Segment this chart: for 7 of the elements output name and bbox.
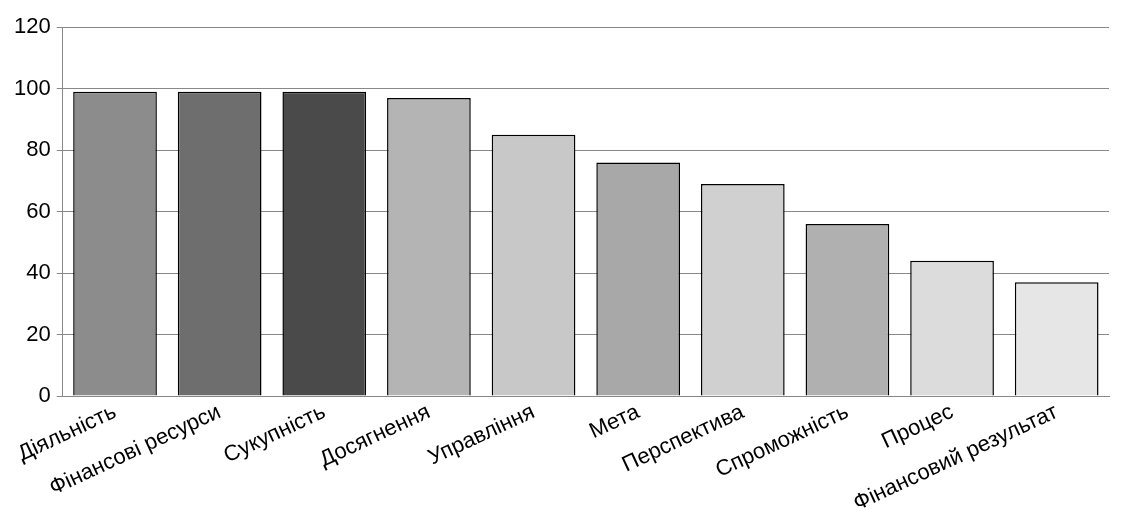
y-tick-label: 100 (13, 74, 51, 100)
y-tick-label: 40 (26, 259, 51, 285)
y-tick-label: 80 (26, 136, 51, 162)
y-tick-label: 120 (13, 13, 51, 39)
y-tick-label: 20 (26, 320, 51, 346)
y-tick-label: 60 (26, 197, 51, 223)
y-tick-label: 0 (38, 382, 51, 408)
